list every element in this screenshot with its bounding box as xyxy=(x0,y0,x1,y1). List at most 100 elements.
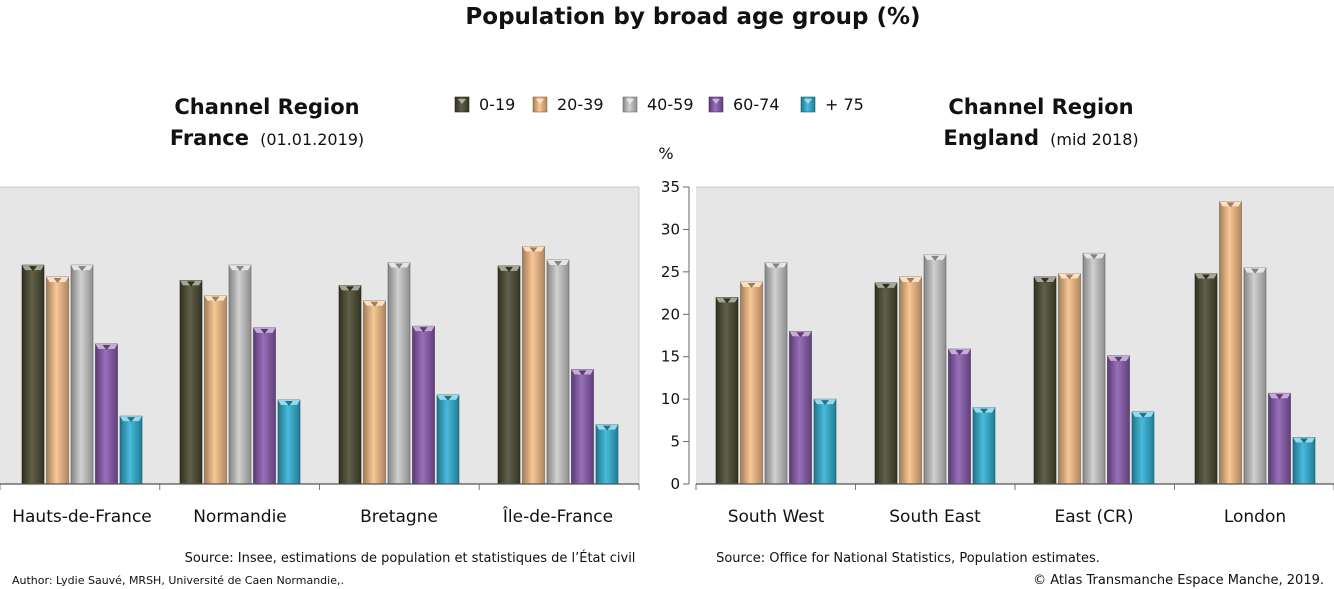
bar-cap-notch xyxy=(444,395,452,401)
bar-body xyxy=(1268,392,1291,485)
bar-body xyxy=(948,348,971,485)
bar xyxy=(1058,273,1081,485)
legend-swatch-highlight xyxy=(536,99,544,104)
chart-panel-england: South West South East East (CR) London xyxy=(695,186,1334,527)
bar-body xyxy=(522,246,545,485)
legend-swatch xyxy=(454,96,470,113)
bar xyxy=(874,282,898,485)
y-tick-label: 20 xyxy=(661,305,680,323)
bar xyxy=(1131,411,1155,485)
x-category-label: London xyxy=(1224,507,1286,527)
legend-swatch-highlight xyxy=(804,99,812,104)
y-tick-label: 5 xyxy=(670,433,680,451)
bar-cap-notch xyxy=(211,296,220,302)
chart-title: Population by broad age group (%) xyxy=(465,4,920,30)
bar-cap-notch xyxy=(772,263,780,269)
bar-body xyxy=(1243,267,1267,485)
legend-swatch xyxy=(708,96,724,113)
bar xyxy=(1292,437,1316,485)
bar-cap-notch xyxy=(578,370,587,376)
legend-label: + 75 xyxy=(825,95,864,114)
bar-body xyxy=(436,394,460,485)
panel-title-england-date: (mid 2018) xyxy=(1050,130,1138,149)
bar-cap-notch xyxy=(78,266,86,272)
bar-body xyxy=(813,398,837,485)
bar-body xyxy=(46,276,69,485)
bar xyxy=(119,415,143,485)
bar-body xyxy=(179,280,203,485)
legend-swatch-highlight xyxy=(458,99,466,104)
bar-body xyxy=(715,297,739,485)
bar-body xyxy=(412,325,435,485)
bar-body xyxy=(1107,355,1130,485)
bar-body xyxy=(95,343,118,485)
bar-cap-notch xyxy=(1251,268,1259,274)
legend-label: 40-59 xyxy=(647,95,694,114)
bar-cap-notch xyxy=(1090,254,1098,260)
bar-cap-notch xyxy=(419,327,428,333)
bar-cap-notch xyxy=(1041,277,1049,283)
x-category-label: Normandie xyxy=(193,507,287,527)
bar-body xyxy=(1219,201,1242,485)
source-note-france: Source: Insee, estimations de population… xyxy=(185,550,636,566)
bar xyxy=(1107,355,1130,485)
bar-body xyxy=(1058,273,1081,485)
bar-cap-notch xyxy=(554,260,562,266)
bar-cap-notch xyxy=(723,298,731,304)
legend-item: 20-39 xyxy=(532,95,604,114)
y-axis: 0 5 10 15 20 25 30 35 xyxy=(661,178,690,493)
bar-cap-notch xyxy=(796,332,805,338)
bar xyxy=(1268,392,1291,485)
bar xyxy=(522,246,545,485)
bar-cap-notch xyxy=(882,283,890,289)
y-tick-label: 30 xyxy=(661,220,680,238)
x-category-label: South East xyxy=(889,507,981,527)
bar xyxy=(436,394,460,485)
legend-label: 60-74 xyxy=(733,95,780,114)
bar xyxy=(70,264,94,485)
legend-swatch xyxy=(800,96,816,113)
bar-cap-notch xyxy=(1226,202,1235,208)
bar-body xyxy=(789,330,812,485)
bar-body xyxy=(1082,252,1106,485)
bar-cap-notch xyxy=(53,277,62,283)
bar xyxy=(95,343,118,485)
panel-title-england-line1: Channel Region xyxy=(948,95,1133,119)
bar-cap-notch xyxy=(260,328,269,334)
bar-cap-notch xyxy=(1114,356,1123,362)
legend-item: 0-19 xyxy=(454,95,515,114)
legend-swatch-highlight xyxy=(712,99,720,104)
bar-body xyxy=(595,424,619,485)
panel-title-england-line2: England (mid 2018) xyxy=(943,126,1138,150)
y-tick-label: 15 xyxy=(661,348,680,366)
legend-item: 40-59 xyxy=(622,95,694,114)
bar xyxy=(740,281,763,485)
bar-body xyxy=(387,262,411,485)
bar-cap-notch xyxy=(906,277,915,283)
bar-body xyxy=(899,276,922,485)
x-category-label: South West xyxy=(728,507,825,527)
x-category-label: Bretagne xyxy=(360,507,438,527)
bar-cap-notch xyxy=(187,281,195,287)
bar-body xyxy=(119,415,143,485)
bar xyxy=(363,300,386,485)
legend-label: 0-19 xyxy=(479,95,515,114)
bar xyxy=(1243,267,1267,485)
x-category-label: East (CR) xyxy=(1054,507,1133,527)
legend-label: 20-39 xyxy=(557,95,604,114)
bar xyxy=(1194,273,1218,485)
bar xyxy=(715,297,739,485)
bar xyxy=(1033,276,1057,485)
y-axis-unit-label: % xyxy=(658,144,673,163)
bar-cap-notch xyxy=(529,247,538,253)
y-tick-label: 0 xyxy=(670,475,680,493)
bar xyxy=(412,325,435,485)
bar-body xyxy=(740,281,763,485)
bar-cap-notch xyxy=(370,301,379,307)
bar-cap-notch xyxy=(1300,438,1308,444)
legend-item: + 75 xyxy=(800,95,864,114)
bar xyxy=(923,254,947,485)
x-category-label: Île-de-France xyxy=(502,505,613,527)
bar xyxy=(595,424,619,485)
